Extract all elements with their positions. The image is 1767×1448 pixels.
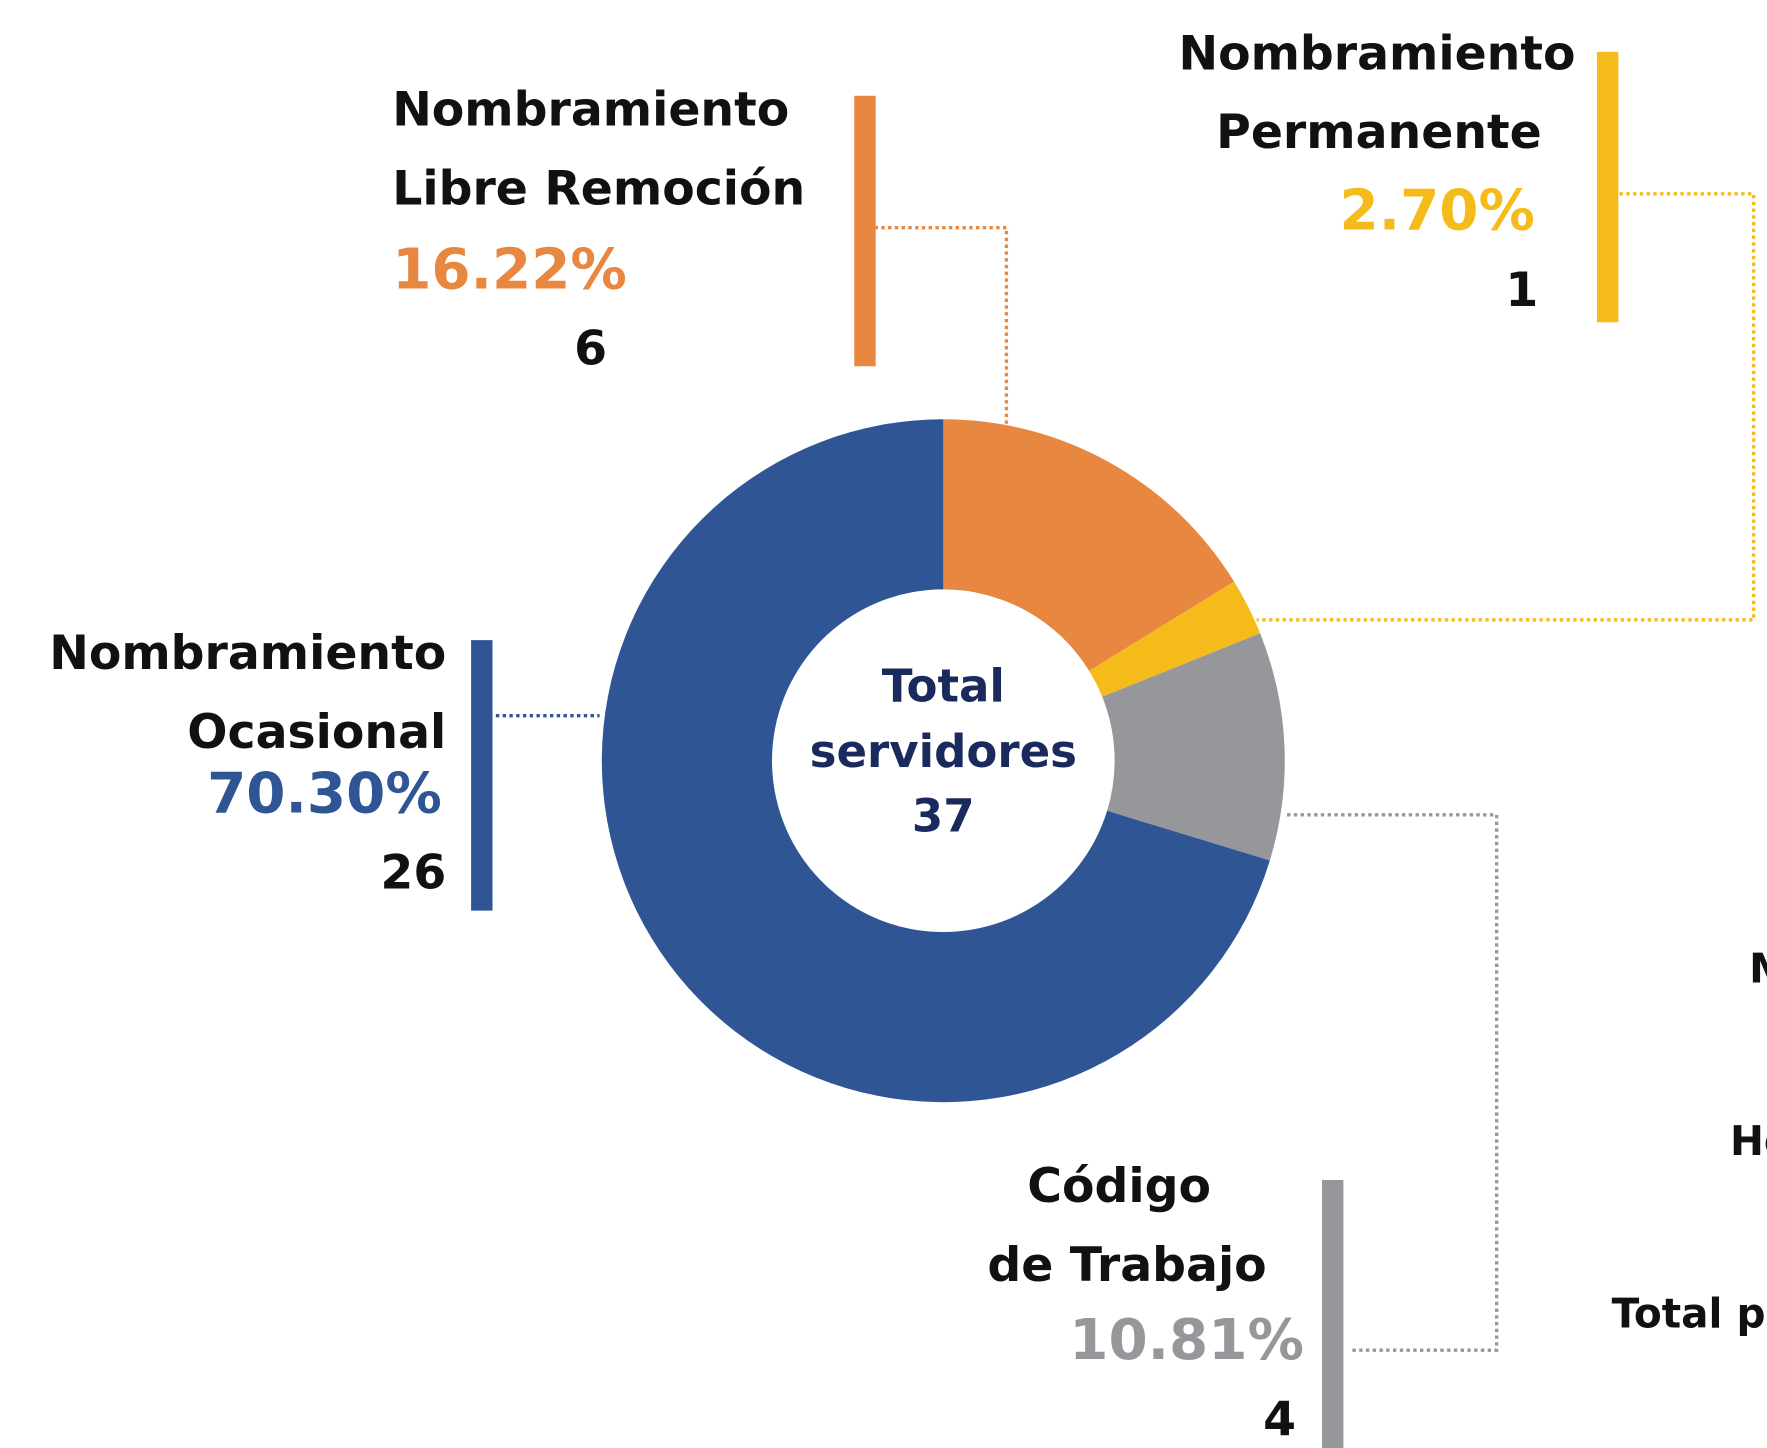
donut-slice: [943, 419, 1235, 671]
count-label: 1: [1505, 263, 1538, 318]
center-total: 37: [912, 789, 975, 842]
label-bar: [854, 95, 876, 367]
category-label: Código: [1027, 1159, 1211, 1214]
center-label: Total: [882, 660, 1005, 713]
label-bar: [1321, 1179, 1344, 1448]
category-label: Ocasional: [187, 705, 446, 760]
category-label: Nombramiento: [49, 626, 446, 681]
side-label: M: [1749, 944, 1767, 992]
donut-slice: [1102, 633, 1285, 861]
side-label: Ho: [1730, 1117, 1767, 1165]
count-label: 6: [574, 322, 607, 377]
percent-label: 16.22%: [392, 237, 627, 302]
percent-label: 10.81%: [1069, 1308, 1304, 1373]
category-label: Nombramiento: [392, 83, 789, 138]
side-label: Total p: [1612, 1289, 1766, 1337]
connector: [1256, 192, 1756, 622]
connector: [1284, 813, 1499, 1352]
center-label: servidores: [810, 725, 1077, 778]
connector: [874, 225, 1009, 427]
count-label: 4: [1263, 1392, 1296, 1447]
donut-slice: [1089, 581, 1261, 697]
percent-label: 70.30%: [207, 761, 442, 826]
donut-slice: [601, 419, 1270, 1103]
count-label: 26: [380, 846, 446, 901]
category-label: de Trabajo: [987, 1238, 1266, 1293]
category-label: Permanente: [1216, 105, 1542, 160]
category-label: Libre Remoción: [392, 162, 805, 217]
category-label: Nombramiento: [1178, 26, 1575, 81]
percent-label: 2.70%: [1339, 179, 1534, 244]
label-bar: [471, 640, 493, 911]
chart-body: Nombramiento Libre Remoción 16.22% 6 Nombram…: [49, 26, 1767, 1448]
label-bar: [1596, 51, 1619, 323]
